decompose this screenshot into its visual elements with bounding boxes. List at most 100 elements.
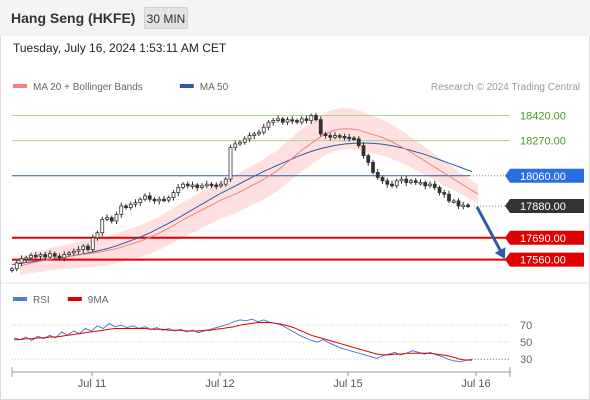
candle-down <box>209 183 214 187</box>
candle-up <box>171 192 176 198</box>
ma50-line <box>11 142 473 266</box>
x-tick-label-1: Jul 12 <box>205 378 234 390</box>
resistance-label-0: 18420.00 <box>520 110 566 122</box>
candle-down <box>318 119 323 135</box>
candle-down <box>314 115 318 121</box>
candle-up <box>181 183 185 188</box>
candle-down <box>375 172 380 178</box>
candle-down <box>295 120 299 123</box>
candle-down <box>361 145 366 157</box>
candle-up <box>233 143 238 148</box>
candle-up <box>76 249 81 252</box>
candle-down <box>280 118 285 123</box>
legend-label-1: MA 50 <box>200 82 229 93</box>
candle-up <box>14 262 19 270</box>
candle-up <box>409 180 413 183</box>
candle-down <box>456 200 461 207</box>
interval-button[interactable]: 30 MIN <box>144 7 188 29</box>
candle-down <box>390 183 394 187</box>
candle-down <box>109 217 114 222</box>
candle-up <box>451 200 456 203</box>
timestamp-label: Tuesday, July 16, 2024 1:53:11 AM CET <box>13 41 227 55</box>
candle-up <box>24 257 29 260</box>
candle-down <box>52 253 57 257</box>
support-tag-4 <box>505 230 584 245</box>
candle-up <box>100 218 105 234</box>
candle-up <box>166 197 171 201</box>
rsi-tick-1: 50 <box>520 337 532 349</box>
candle-down <box>437 187 442 193</box>
candle-down <box>304 118 309 121</box>
rsi-line <box>13 318 473 363</box>
candle-down <box>432 183 437 188</box>
candle-up <box>157 198 162 202</box>
candle-up <box>105 217 109 220</box>
candle-down <box>356 138 361 147</box>
candle-up <box>48 253 52 258</box>
candle-up <box>238 141 242 145</box>
candle-down <box>447 193 451 202</box>
candle-up <box>143 195 147 200</box>
candle-up <box>418 182 423 185</box>
x-tick-label-0: Jul 11 <box>78 378 107 390</box>
candle-down <box>43 254 48 258</box>
rsi-legend-label-0: RSI <box>33 295 50 306</box>
header-bar: Hang Seng (HKFE) 30 MIN <box>0 0 590 36</box>
candle-up <box>133 202 138 205</box>
forecast-arrow-line <box>475 206 504 255</box>
candle-down <box>195 184 200 188</box>
candle-up <box>242 138 247 143</box>
rsi-tick-2: 30 <box>520 354 532 366</box>
ma20-line <box>19 128 479 267</box>
candle-down <box>33 254 38 258</box>
candle-down <box>290 119 295 122</box>
credit-text: Research © 2024 Trading Central <box>431 82 580 93</box>
candle-up <box>176 187 181 193</box>
candle-down <box>404 178 409 183</box>
candle-down <box>337 135 342 138</box>
candle-up <box>29 254 33 259</box>
legend-swatch-1 <box>179 84 194 88</box>
candle-up <box>128 203 133 209</box>
candle-up <box>90 237 95 250</box>
candle-down <box>185 183 190 187</box>
candle-up <box>257 131 261 135</box>
instrument-title: Hang Seng (HKFE) <box>11 10 136 26</box>
candle-up <box>428 183 432 187</box>
candle-up <box>285 119 290 123</box>
candle-up <box>223 178 228 185</box>
candle-up <box>19 258 24 264</box>
candle-up <box>138 198 143 203</box>
candle-down <box>214 184 219 187</box>
pivot-label: 18060.00 <box>520 171 566 183</box>
rsi-ma-line <box>14 322 472 361</box>
candle-down <box>466 204 470 208</box>
candle-down <box>352 137 356 140</box>
forecast-arrow-head <box>494 247 506 259</box>
candle-up <box>276 118 280 121</box>
last-price-label: 17880.00 <box>520 201 566 213</box>
candle-up <box>62 254 67 259</box>
x-tick-label-2: Jul 15 <box>333 378 362 390</box>
candle-up <box>309 115 314 121</box>
pivot-tag <box>505 168 584 183</box>
candle-up <box>38 254 43 257</box>
candle-down <box>147 195 152 200</box>
candle-up <box>114 213 119 222</box>
support-tag-5 <box>505 252 584 267</box>
candle-down <box>366 155 371 163</box>
candle-down <box>323 133 328 136</box>
candle-down <box>162 198 166 202</box>
rsi-legend-swatch-1 <box>67 297 82 301</box>
candle-down <box>328 135 333 138</box>
candle-down <box>57 255 62 259</box>
candle-up <box>190 184 195 187</box>
candle-up <box>228 146 233 180</box>
support-label-4: 17690.00 <box>520 233 566 245</box>
candle-down <box>423 182 428 187</box>
candle-down <box>371 161 375 173</box>
candle-up <box>71 250 76 254</box>
candle-down <box>347 136 352 140</box>
candle-up <box>10 268 14 271</box>
